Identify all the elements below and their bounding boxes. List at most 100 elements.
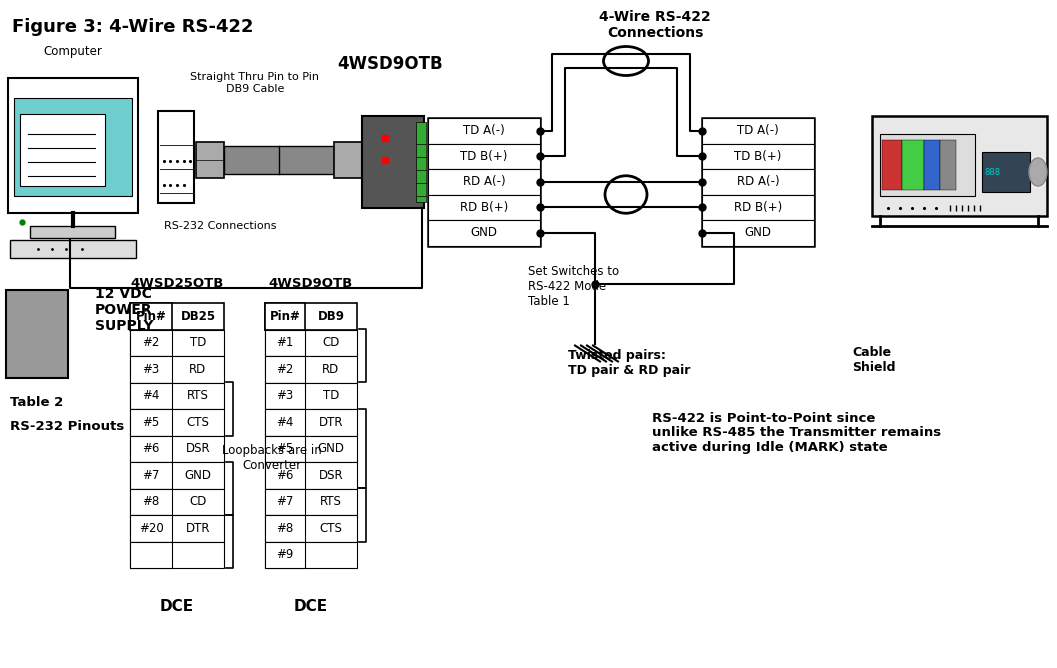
Bar — [265, 409, 357, 436]
Text: #7: #7 — [143, 469, 160, 482]
Bar — [265, 436, 305, 462]
Bar — [265, 462, 305, 488]
Text: DCE: DCE — [160, 599, 194, 614]
Text: CTS: CTS — [187, 415, 209, 429]
Text: DTR: DTR — [186, 522, 210, 535]
Text: Table 2: Table 2 — [10, 397, 63, 409]
Text: Loopbacks are in
Converter: Loopbacks are in Converter — [222, 444, 322, 472]
Text: 4WSD25OTB: 4WSD25OTB — [130, 277, 224, 289]
Text: 4-Wire RS-422: 4-Wire RS-422 — [599, 10, 711, 24]
Bar — [157, 111, 194, 203]
Text: RS-232 Pinouts: RS-232 Pinouts — [10, 420, 125, 432]
Bar — [130, 515, 172, 542]
Bar — [14, 98, 132, 196]
Text: TD: TD — [190, 336, 206, 349]
Text: 4WSD9OTB: 4WSD9OTB — [337, 55, 443, 73]
Text: GND: GND — [317, 442, 345, 456]
Bar — [10, 240, 136, 258]
Text: Computer: Computer — [43, 45, 103, 58]
Text: #9: #9 — [276, 548, 294, 561]
Bar — [416, 122, 426, 202]
Text: #4: #4 — [276, 415, 294, 429]
Text: 12 VDC
POWER
SUPPLY: 12 VDC POWER SUPPLY — [95, 287, 153, 333]
Text: Pin#: Pin# — [135, 310, 166, 323]
Bar — [265, 303, 357, 329]
Bar — [265, 462, 357, 488]
Bar — [196, 142, 224, 178]
Text: Straight Thru Pin to Pin
DB9 Cable: Straight Thru Pin to Pin DB9 Cable — [190, 72, 319, 94]
Bar — [940, 140, 956, 190]
Bar — [130, 383, 172, 409]
Bar — [130, 462, 224, 488]
Bar — [265, 488, 305, 515]
Text: Pin#: Pin# — [270, 310, 300, 323]
Bar — [882, 140, 902, 190]
Bar — [265, 329, 305, 356]
Text: #7: #7 — [276, 495, 294, 508]
Text: TD: TD — [322, 389, 339, 402]
Bar — [702, 118, 814, 246]
Text: RD B(+): RD B(+) — [734, 201, 782, 214]
Text: Set Switches to
RS-422 Mode
Table 1: Set Switches to RS-422 Mode Table 1 — [528, 265, 619, 307]
Bar — [265, 409, 305, 436]
Bar — [265, 542, 357, 568]
Text: DCE: DCE — [294, 599, 328, 614]
Bar — [265, 356, 357, 383]
Text: Cable
Shield: Cable Shield — [852, 346, 895, 374]
Bar — [130, 436, 172, 462]
Bar — [265, 356, 305, 383]
Bar — [6, 290, 68, 378]
Bar — [130, 303, 172, 329]
Bar — [902, 140, 924, 190]
Bar — [130, 515, 224, 542]
Bar — [428, 194, 540, 220]
Bar — [428, 169, 540, 194]
Bar — [130, 303, 224, 329]
Bar — [130, 356, 224, 383]
Bar — [265, 436, 357, 462]
Bar — [702, 220, 814, 246]
Text: GND: GND — [744, 226, 772, 239]
Bar — [702, 144, 814, 169]
Bar — [130, 409, 224, 436]
Text: RD A(-): RD A(-) — [737, 175, 779, 188]
Text: TD A(-): TD A(-) — [463, 124, 505, 137]
Bar — [702, 194, 814, 220]
Text: CTS: CTS — [319, 522, 342, 535]
Text: #3: #3 — [276, 389, 294, 402]
Bar — [361, 116, 424, 208]
Text: RD A(-): RD A(-) — [463, 175, 505, 188]
Bar — [130, 542, 172, 568]
Text: DB9: DB9 — [317, 310, 345, 323]
Text: RS-232 Connections: RS-232 Connections — [164, 221, 276, 231]
Text: RS-422 is Point-to-Point since
unlike RS-485 the Transmitter remains
active duri: RS-422 is Point-to-Point since unlike RS… — [652, 411, 941, 454]
Bar — [130, 409, 172, 436]
Text: #8: #8 — [276, 522, 294, 535]
Bar — [130, 329, 224, 356]
Text: #6: #6 — [143, 442, 160, 456]
Text: #3: #3 — [143, 363, 160, 375]
Text: Twisted pairs:
TD pair & RD pair: Twisted pairs: TD pair & RD pair — [568, 349, 690, 377]
Bar — [130, 542, 224, 568]
Text: DB25: DB25 — [181, 310, 216, 323]
Bar — [130, 436, 224, 462]
Text: Connections: Connections — [607, 26, 703, 40]
Text: DSR: DSR — [186, 442, 210, 456]
Bar — [265, 542, 305, 568]
Bar — [130, 462, 172, 488]
Bar — [265, 383, 357, 409]
Text: #20: #20 — [138, 522, 164, 535]
Bar — [30, 226, 115, 238]
Text: #4: #4 — [143, 389, 160, 402]
Text: RD: RD — [322, 363, 339, 375]
Bar — [130, 488, 224, 515]
Text: CD: CD — [322, 336, 339, 349]
Bar — [702, 169, 814, 194]
Text: 4WSD9OTB: 4WSD9OTB — [268, 277, 353, 289]
Bar — [130, 329, 172, 356]
Text: RD: RD — [189, 363, 206, 375]
Text: 888: 888 — [984, 168, 1000, 176]
Bar — [880, 134, 975, 196]
Text: RTS: RTS — [320, 495, 341, 508]
Bar — [265, 329, 357, 356]
